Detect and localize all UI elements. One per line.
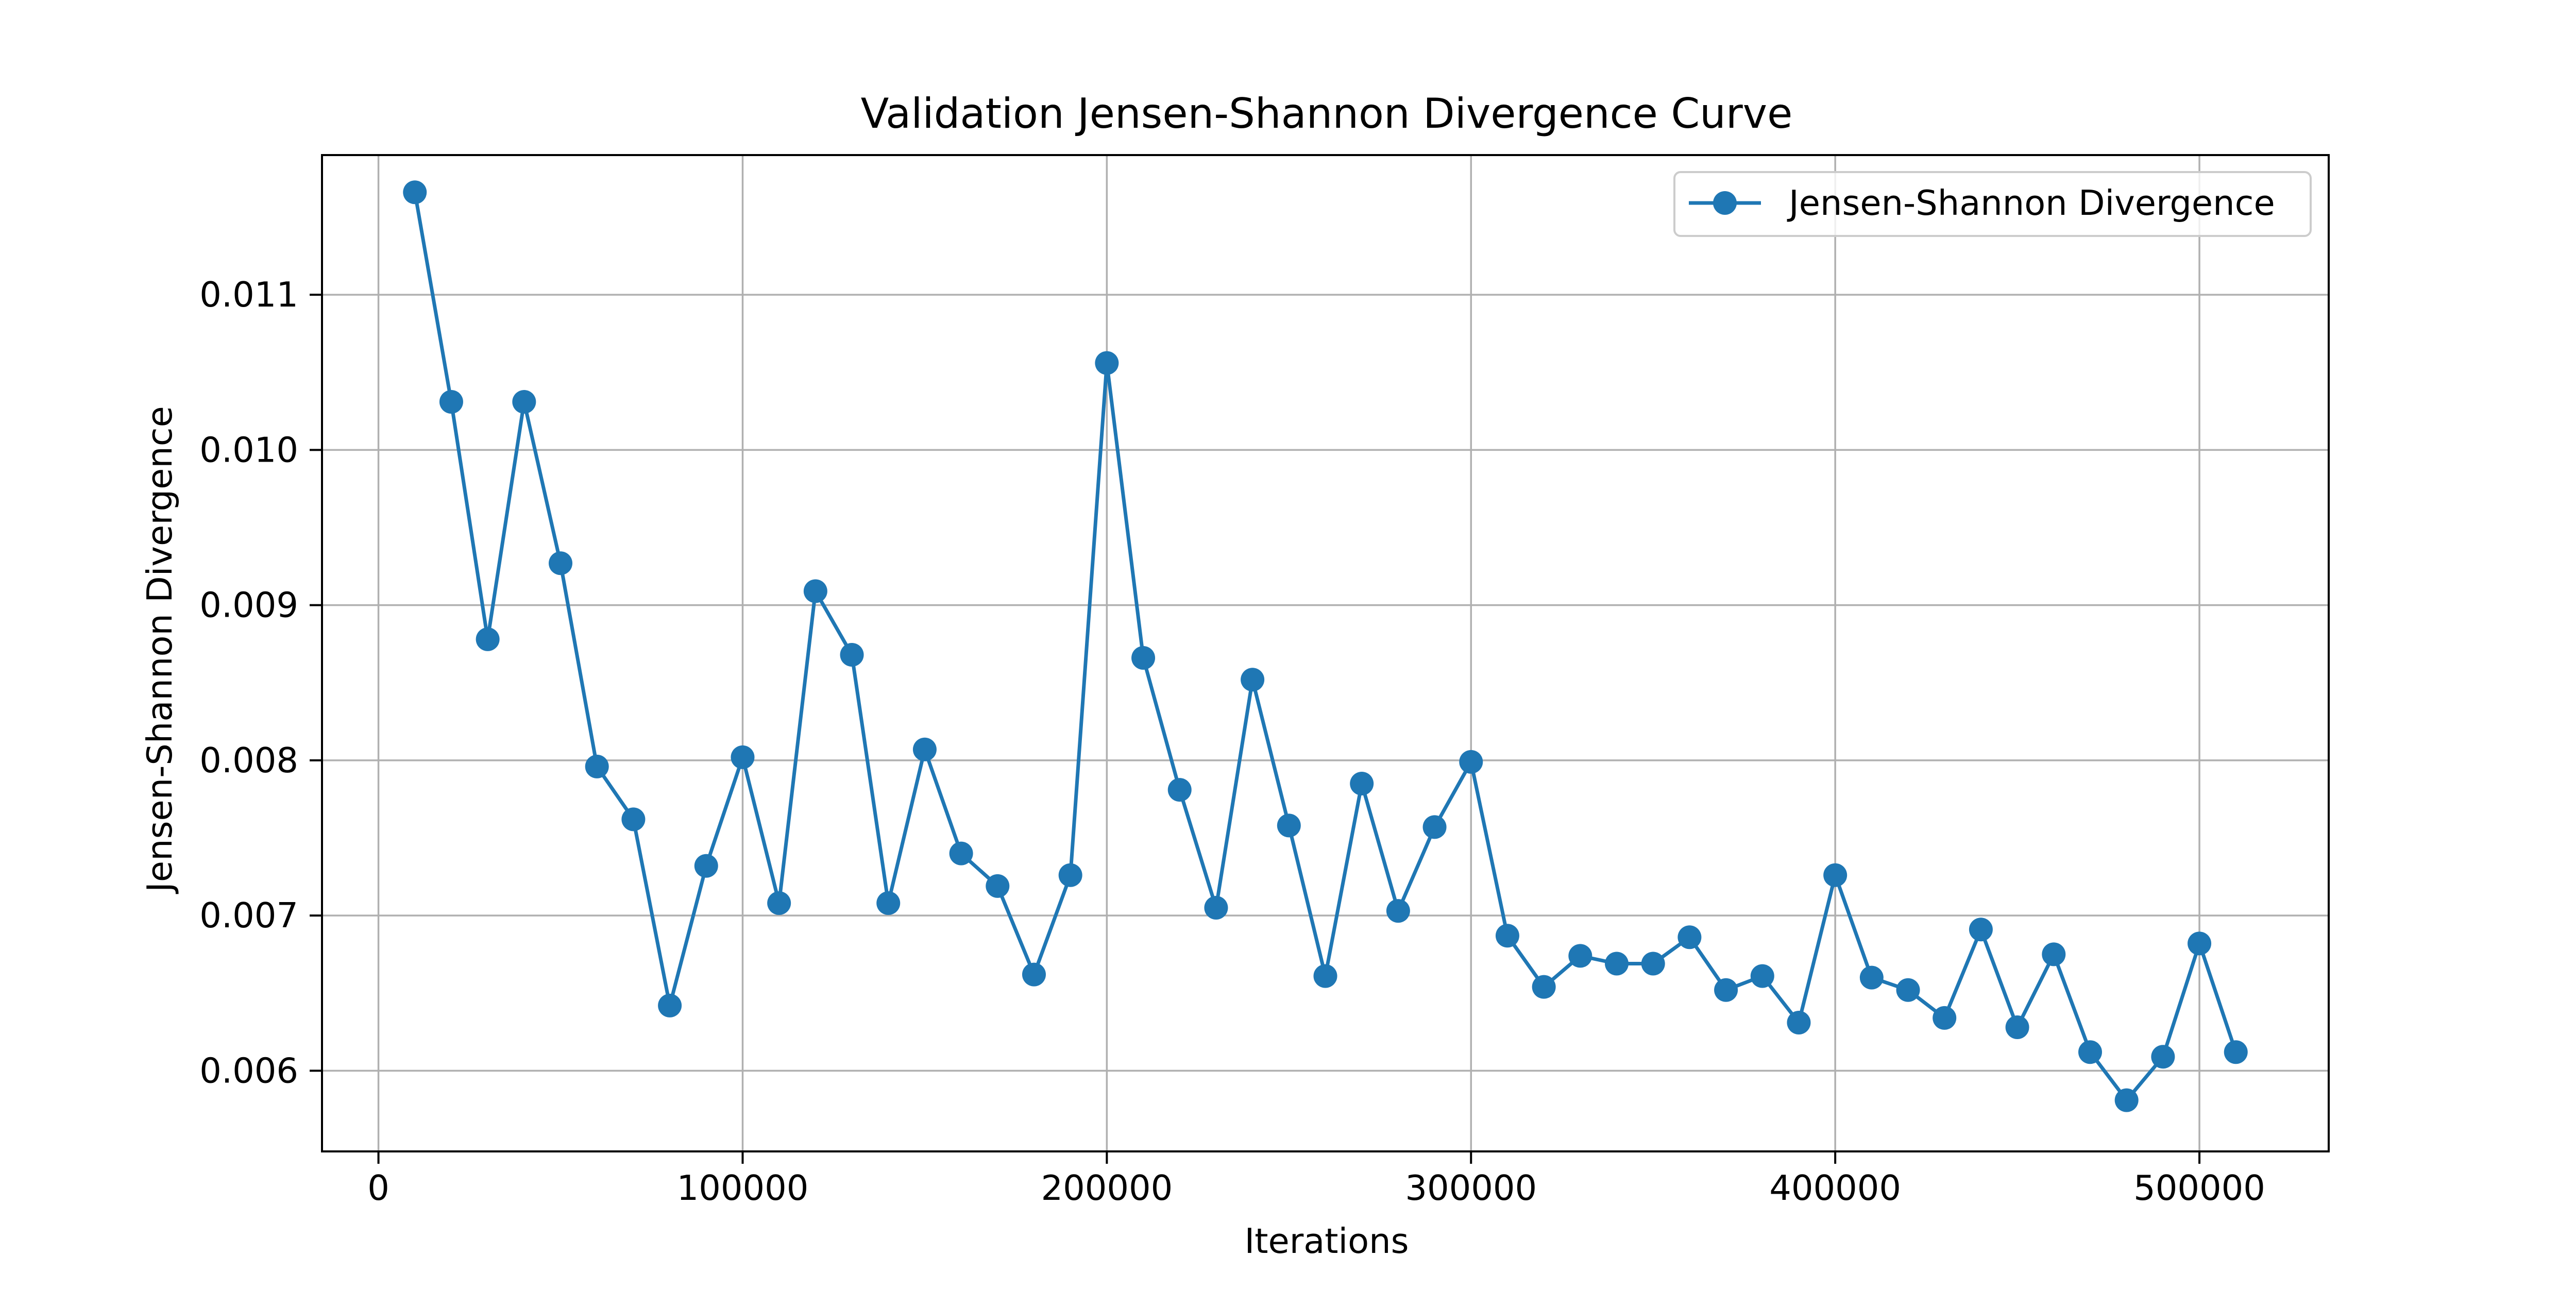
y-tick-label: 0.011 (199, 275, 298, 315)
x-tick-label: 0 (367, 1168, 389, 1208)
data-point (694, 854, 718, 878)
data-point (403, 180, 427, 205)
data-point (1532, 975, 1556, 999)
data-point (621, 807, 646, 831)
x-tick-label: 300000 (1405, 1168, 1537, 1208)
data-point (1422, 815, 1447, 839)
data-point (2042, 942, 2066, 966)
legend-label: Jensen-Shannon Divergence (1787, 183, 2275, 223)
data-point (1350, 772, 1374, 796)
data-point (876, 891, 901, 915)
data-point (476, 627, 500, 651)
data-point (1095, 351, 1119, 375)
data-point (1896, 978, 1920, 1002)
grid (322, 155, 2329, 1151)
legend-box (1673, 171, 2312, 237)
data-point (1787, 1010, 1811, 1034)
y-axis-label: Jensen-Shannon Divergence (140, 406, 180, 894)
data-point (949, 841, 973, 865)
y-tick-label: 0.006 (199, 1050, 298, 1091)
data-point (2078, 1040, 2102, 1064)
data-point (2188, 931, 2212, 956)
legend-marker (1713, 191, 1737, 215)
data-point (1750, 964, 1774, 988)
data-point (1386, 899, 1410, 923)
data-point (1605, 952, 1629, 976)
x-tick-label: 100000 (677, 1168, 809, 1208)
x-tick-label: 500000 (2133, 1168, 2265, 1208)
data-point (549, 551, 573, 575)
data-point (1568, 944, 1592, 968)
data-point (803, 579, 827, 603)
y-tick-label: 0.007 (199, 895, 298, 936)
y-tick-label: 0.009 (199, 585, 298, 625)
data-point (1495, 924, 1519, 948)
data-point (1641, 952, 1665, 976)
data-point (1131, 646, 1156, 670)
data-point (1714, 978, 1738, 1002)
data-point (1933, 1006, 1957, 1030)
data-point (1677, 925, 1702, 949)
plot-frame (321, 154, 2330, 1152)
data-point (731, 745, 755, 769)
data-point (512, 389, 536, 414)
data-point (1859, 965, 1884, 990)
data-point (840, 643, 864, 667)
chart-title: Validation Jensen-Shannon Divergence Cur… (861, 90, 1793, 138)
data-point (767, 891, 791, 915)
x-tick-label: 200000 (1041, 1168, 1173, 1208)
data-point (1313, 964, 1337, 988)
data-point (2151, 1045, 2175, 1069)
data-point (1823, 863, 1848, 887)
data-point (1058, 863, 1082, 887)
y-tick-label: 0.008 (199, 740, 298, 780)
data-point (2005, 1015, 2029, 1040)
y-tick-label: 0.010 (199, 430, 298, 470)
data-point (912, 737, 937, 761)
data-point (1204, 896, 1228, 920)
ticks: 0 100000 200000 300000 400000 500000 0.006 0.00… (199, 275, 2265, 1208)
data-point (1022, 962, 1046, 987)
data-point (1969, 918, 1993, 942)
data-point (986, 874, 1010, 898)
data-point (2114, 1088, 2139, 1112)
data-point (1241, 668, 1265, 692)
data-point (1277, 813, 1301, 838)
x-axis-label: Iterations (1244, 1221, 1409, 1261)
data-point (1167, 778, 1192, 802)
data-point (585, 754, 609, 778)
data-point (2224, 1040, 2248, 1064)
legend: Jensen-Shannon Divergence (1673, 171, 2312, 237)
data-point (1459, 750, 1483, 774)
x-tick-label: 400000 (1769, 1168, 1901, 1208)
data-point (439, 389, 463, 414)
series-layer (403, 180, 2248, 1112)
data-point (658, 993, 682, 1017)
